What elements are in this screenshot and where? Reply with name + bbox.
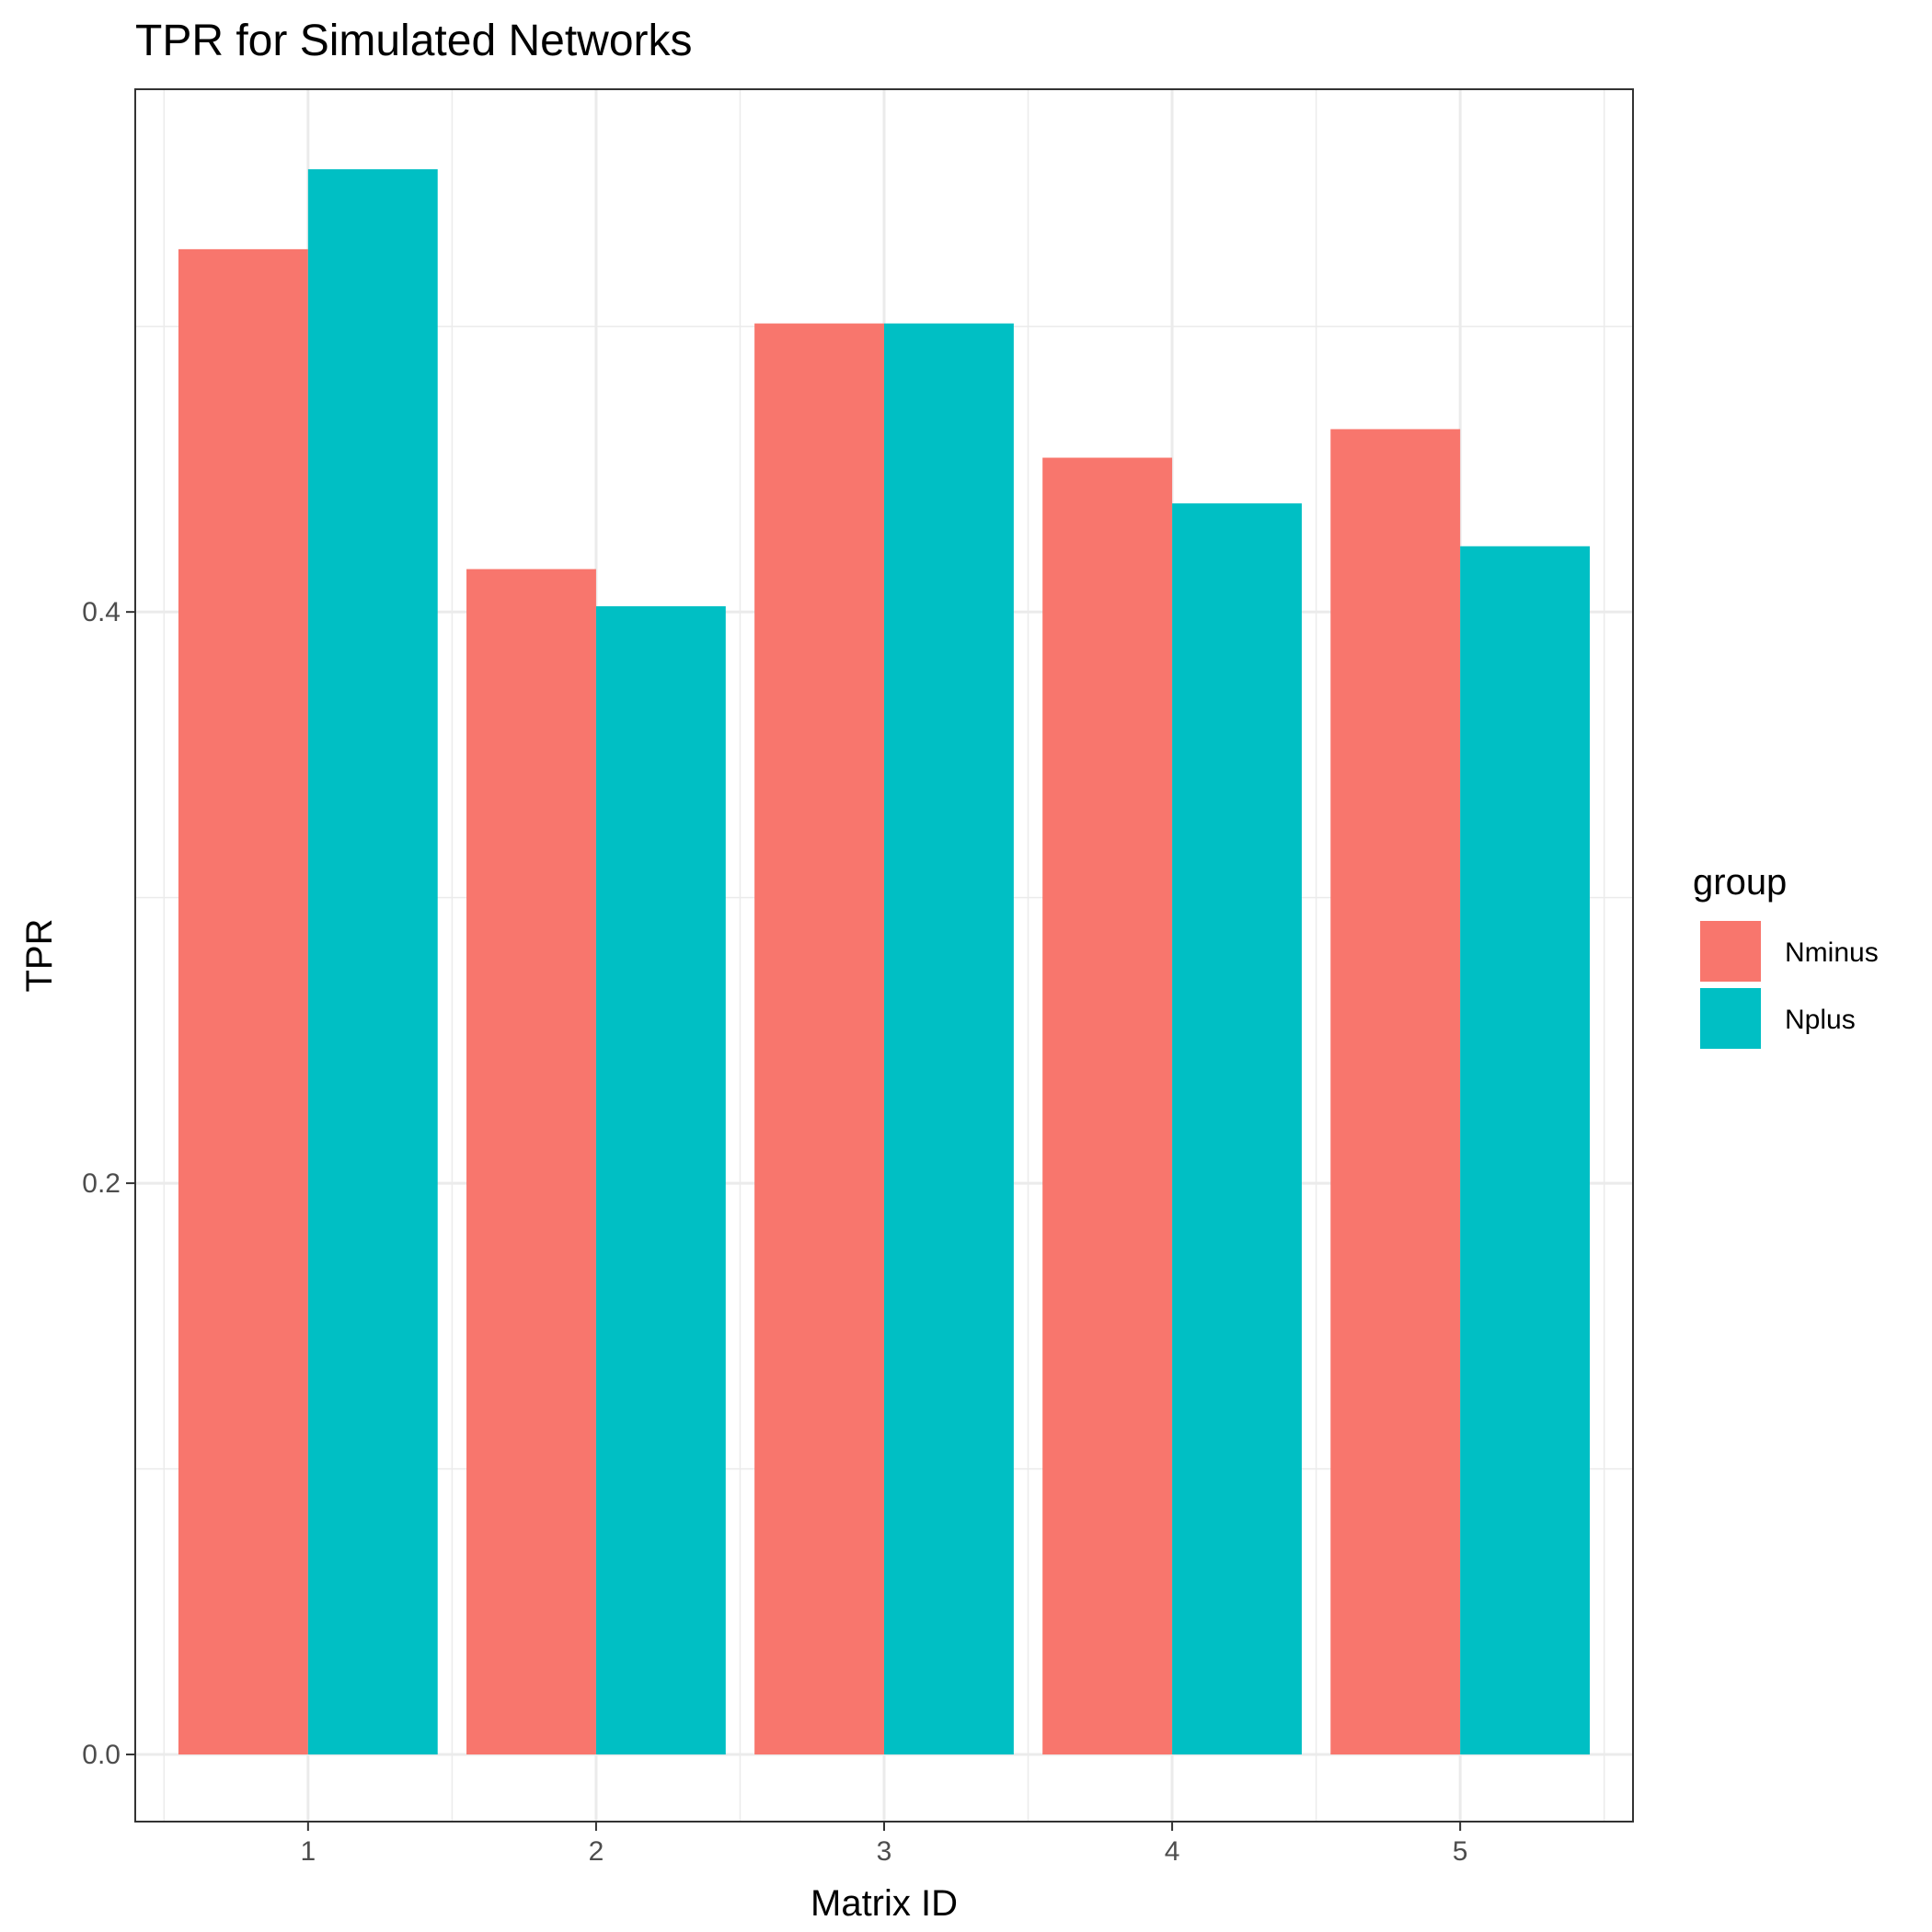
legend-title: group xyxy=(1693,862,1787,903)
x-tick-label: 3 xyxy=(877,1836,892,1867)
bar-nminus-1 xyxy=(178,248,308,1755)
y-tick-label: 0.4 xyxy=(82,597,121,627)
chart-title: TPR for Simulated Networks xyxy=(135,17,693,65)
bar-nplus-3 xyxy=(884,323,1014,1755)
bar-nplus-5 xyxy=(1460,546,1591,1755)
x-tick-label: 5 xyxy=(1453,1836,1468,1867)
legend-label-nminus: Nminus xyxy=(1785,937,1879,968)
y-tick-label: 0.2 xyxy=(82,1168,121,1199)
x-tick-label: 2 xyxy=(589,1836,604,1867)
bar-nplus-1 xyxy=(307,168,438,1755)
legend-label-nplus: Nplus xyxy=(1785,1005,1856,1035)
x-tick-label: 4 xyxy=(1165,1836,1180,1867)
y-axis-title: TPR xyxy=(19,919,60,993)
legend-swatch-nplus xyxy=(1700,988,1761,1049)
bar-nplus-4 xyxy=(1172,503,1302,1755)
bar-nminus-5 xyxy=(1330,429,1461,1755)
bar-nminus-4 xyxy=(1042,457,1173,1755)
legend-swatch-nminus xyxy=(1700,921,1761,982)
bar-nplus-2 xyxy=(595,605,726,1755)
bar-nminus-2 xyxy=(466,569,596,1755)
bar-nminus-3 xyxy=(754,323,884,1755)
x-axis-title: Matrix ID xyxy=(811,1883,958,1924)
y-tick-label: 0.0 xyxy=(82,1740,121,1770)
legend: group Nminus Nplus xyxy=(1693,862,1879,1049)
x-tick-label: 1 xyxy=(301,1836,316,1867)
axes: 0.0 0.2 0.4 1 2 3 4 5 xyxy=(82,597,1467,1867)
bars xyxy=(178,168,1591,1755)
